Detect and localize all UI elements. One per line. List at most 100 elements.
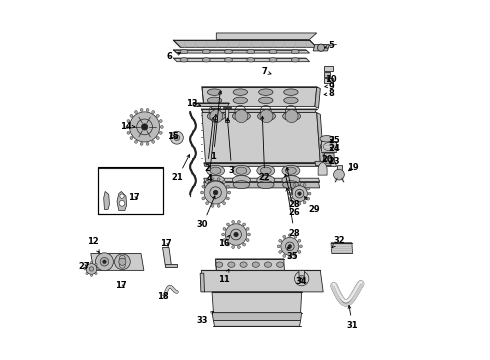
Circle shape bbox=[308, 192, 311, 195]
Polygon shape bbox=[173, 50, 310, 53]
Ellipse shape bbox=[283, 181, 299, 189]
Polygon shape bbox=[91, 253, 144, 270]
Circle shape bbox=[298, 239, 301, 242]
Circle shape bbox=[126, 126, 129, 129]
Circle shape bbox=[120, 194, 124, 198]
Polygon shape bbox=[331, 243, 353, 253]
Circle shape bbox=[243, 223, 245, 226]
Text: 13: 13 bbox=[186, 99, 201, 108]
Text: 21: 21 bbox=[172, 154, 190, 183]
Ellipse shape bbox=[258, 181, 274, 189]
Text: 1: 1 bbox=[211, 91, 221, 161]
Polygon shape bbox=[173, 58, 310, 62]
Ellipse shape bbox=[233, 181, 250, 189]
Ellipse shape bbox=[233, 89, 247, 95]
Polygon shape bbox=[166, 264, 177, 267]
Polygon shape bbox=[225, 108, 229, 121]
Ellipse shape bbox=[323, 143, 334, 150]
Circle shape bbox=[129, 112, 160, 142]
Text: 9: 9 bbox=[325, 82, 334, 91]
Text: 35: 35 bbox=[287, 247, 298, 261]
Text: 11: 11 bbox=[218, 269, 229, 284]
Circle shape bbox=[283, 255, 286, 257]
Ellipse shape bbox=[202, 58, 210, 62]
Polygon shape bbox=[321, 162, 337, 166]
Ellipse shape bbox=[257, 176, 275, 184]
Circle shape bbox=[238, 246, 240, 248]
Circle shape bbox=[217, 204, 220, 207]
Polygon shape bbox=[204, 163, 319, 166]
Circle shape bbox=[211, 204, 214, 207]
Polygon shape bbox=[321, 136, 333, 141]
Circle shape bbox=[130, 136, 133, 139]
Ellipse shape bbox=[207, 176, 224, 184]
Circle shape bbox=[206, 202, 209, 204]
Circle shape bbox=[260, 110, 273, 123]
Circle shape bbox=[152, 111, 155, 113]
Text: 7: 7 bbox=[262, 67, 271, 76]
Text: 25: 25 bbox=[328, 136, 340, 145]
Text: 28: 28 bbox=[286, 167, 300, 209]
Ellipse shape bbox=[232, 165, 250, 176]
Circle shape bbox=[289, 256, 291, 259]
Circle shape bbox=[223, 228, 226, 230]
Polygon shape bbox=[299, 270, 304, 277]
Polygon shape bbox=[313, 44, 329, 51]
Ellipse shape bbox=[232, 112, 250, 121]
Circle shape bbox=[303, 201, 306, 204]
Ellipse shape bbox=[247, 49, 255, 54]
Circle shape bbox=[279, 239, 282, 242]
Circle shape bbox=[160, 126, 163, 129]
Ellipse shape bbox=[216, 262, 223, 267]
Circle shape bbox=[226, 243, 229, 246]
Text: 29: 29 bbox=[305, 197, 319, 214]
Polygon shape bbox=[337, 166, 343, 178]
Text: 18: 18 bbox=[157, 292, 169, 301]
Circle shape bbox=[96, 253, 113, 271]
Text: 19: 19 bbox=[347, 163, 359, 172]
Ellipse shape bbox=[259, 97, 273, 104]
Polygon shape bbox=[317, 113, 324, 164]
Ellipse shape bbox=[269, 49, 277, 54]
Circle shape bbox=[135, 111, 137, 113]
Ellipse shape bbox=[180, 49, 188, 54]
Circle shape bbox=[292, 186, 307, 202]
Circle shape bbox=[86, 263, 88, 265]
Circle shape bbox=[325, 157, 332, 164]
Polygon shape bbox=[214, 108, 218, 120]
Circle shape bbox=[142, 124, 148, 130]
Circle shape bbox=[289, 234, 291, 237]
Circle shape bbox=[217, 178, 220, 181]
Circle shape bbox=[225, 224, 247, 245]
Text: 4: 4 bbox=[206, 114, 217, 184]
Ellipse shape bbox=[258, 112, 275, 121]
Ellipse shape bbox=[207, 181, 224, 189]
Text: 3: 3 bbox=[226, 118, 235, 175]
Ellipse shape bbox=[257, 165, 275, 176]
Circle shape bbox=[119, 201, 125, 206]
Ellipse shape bbox=[207, 165, 224, 176]
Polygon shape bbox=[202, 87, 317, 107]
Ellipse shape bbox=[207, 89, 221, 95]
Circle shape bbox=[222, 202, 225, 204]
Circle shape bbox=[140, 108, 143, 111]
Text: 20: 20 bbox=[321, 155, 333, 164]
Circle shape bbox=[232, 246, 235, 248]
Circle shape bbox=[234, 232, 238, 237]
Circle shape bbox=[294, 235, 297, 238]
Polygon shape bbox=[223, 107, 231, 108]
Circle shape bbox=[288, 192, 291, 195]
Polygon shape bbox=[193, 103, 229, 107]
Circle shape bbox=[127, 120, 130, 122]
Ellipse shape bbox=[284, 89, 298, 95]
Circle shape bbox=[100, 257, 109, 266]
Circle shape bbox=[294, 255, 297, 257]
Polygon shape bbox=[117, 192, 126, 211]
Circle shape bbox=[334, 169, 344, 180]
Circle shape bbox=[156, 114, 159, 117]
Text: 32: 32 bbox=[332, 236, 345, 248]
Circle shape bbox=[231, 229, 242, 240]
Circle shape bbox=[213, 190, 218, 195]
Circle shape bbox=[303, 184, 306, 186]
Circle shape bbox=[238, 220, 240, 223]
